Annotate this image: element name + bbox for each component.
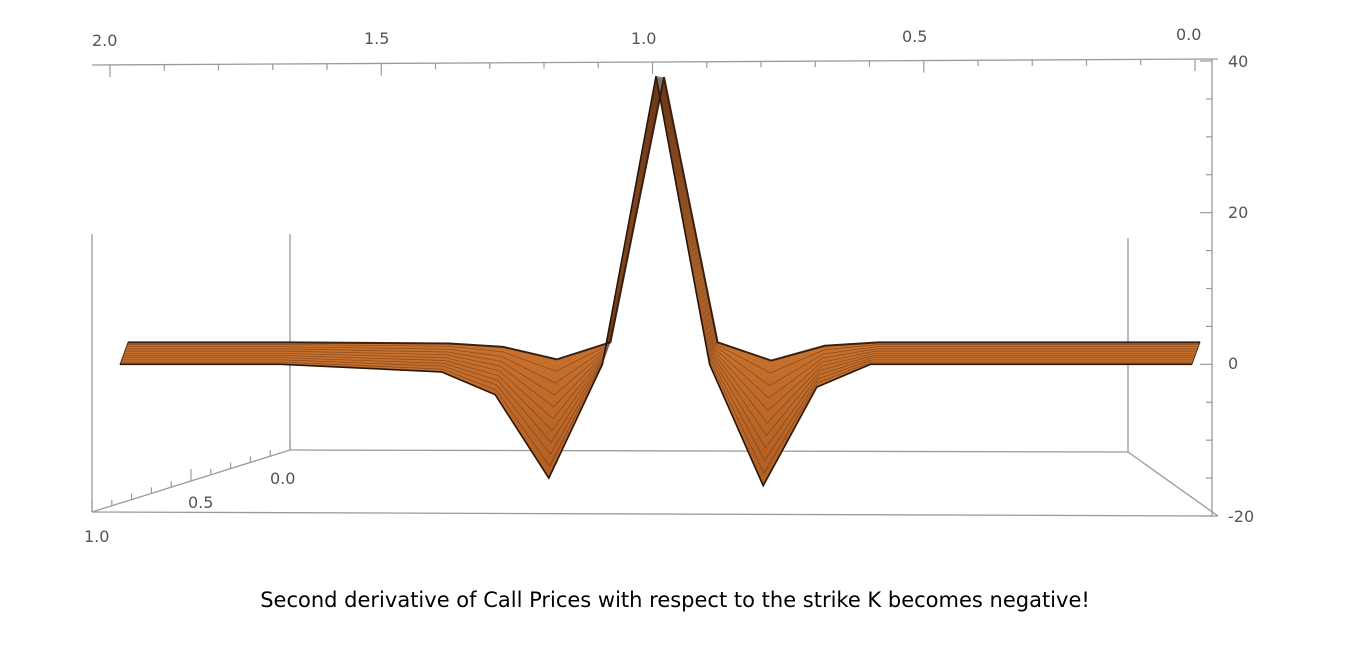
top-tick-label: 0.0 — [1176, 25, 1201, 44]
surface-far-edge — [128, 77, 1200, 362]
surface-front-edge — [120, 76, 1192, 488]
top-tick-label: 1.0 — [631, 29, 656, 48]
surface-mesh-line — [125, 76, 1198, 399]
top-tick-label: 1.5 — [364, 29, 389, 48]
top-axis-ticks — [109, 59, 1196, 77]
surface-plot: 2.0 1.5 1.0 0.5 0.0 0.0 0.5 1.0 40 20 0 … — [84, 25, 1254, 546]
z-tick-label: -20 — [1228, 507, 1254, 526]
right-depth-edge — [1127, 451, 1219, 517]
front-bottom-edge — [91, 511, 1219, 517]
z-tick-label: 0 — [1228, 354, 1238, 373]
surface-mesh-line — [123, 76, 1196, 437]
top-tick-label: 2.0 — [92, 31, 117, 50]
surface-mesh — [119, 76, 1201, 488]
surface-mesh-line — [121, 76, 1194, 462]
surface-mesh-line — [124, 76, 1197, 412]
back-bottom-edge — [289, 449, 1129, 453]
depth-tick-label: 1.0 — [84, 527, 109, 546]
depth-axis-ticks — [91, 438, 291, 512]
top-axis-labels: 2.0 1.5 1.0 0.5 0.0 — [92, 25, 1201, 50]
surface-mesh-line — [127, 77, 1200, 374]
top-axis-line — [91, 58, 1219, 66]
depth-axis-labels: 0.0 0.5 1.0 — [84, 469, 295, 546]
z-tick-label: 20 — [1228, 203, 1248, 222]
z-axis-labels: 40 20 0 -20 — [1228, 52, 1254, 526]
depth-tick-label: 0.0 — [270, 469, 295, 488]
surface-mesh-line — [120, 76, 1193, 474]
top-tick-label: 0.5 — [902, 27, 927, 46]
depth-tick-label: 0.5 — [188, 493, 213, 512]
plot-box — [91, 58, 1219, 517]
surface-mesh-line — [124, 76, 1196, 424]
surface-mesh-line — [126, 76, 1199, 387]
surface-mesh-line — [122, 76, 1195, 449]
surface-body — [119, 76, 1201, 487]
z-tick-label: 40 — [1228, 52, 1248, 71]
z-axis-ticks — [1200, 60, 1212, 517]
chart-caption: Second derivative of Call Prices with re… — [260, 588, 1090, 612]
